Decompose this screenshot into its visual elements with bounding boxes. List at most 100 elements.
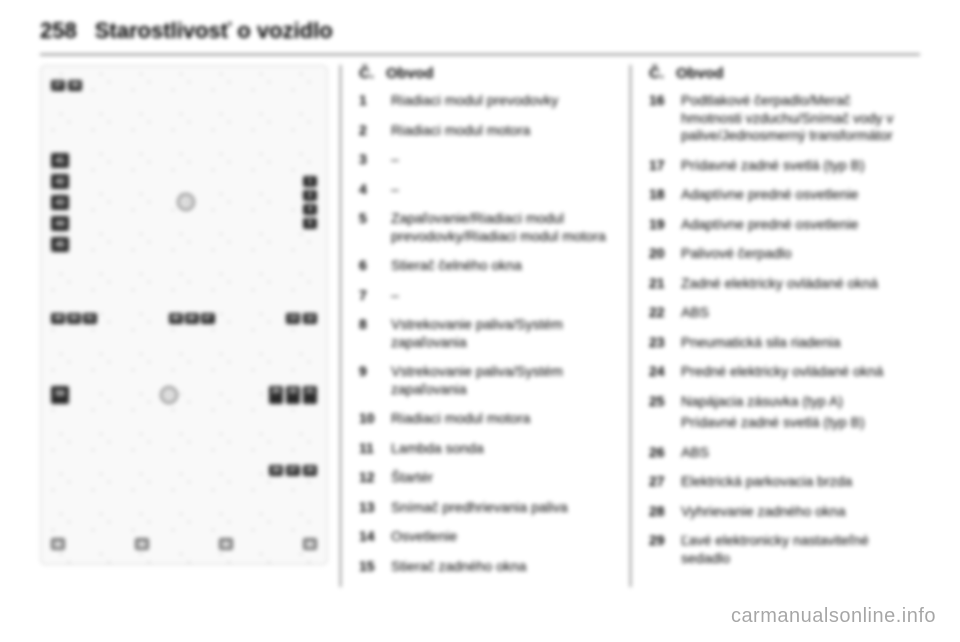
- circuit-number: 21: [649, 275, 671, 293]
- page-number: 258: [40, 18, 77, 44]
- circuit-label: Zapaľovanie/Riadiaci modul prevodovky/Ri…: [391, 210, 612, 245]
- circuit-item: 6 Stierač čelného okna: [359, 257, 612, 275]
- circuit-item: 18 Adaptívne predné osvetlenie: [649, 186, 902, 204]
- circuit-number: 15: [359, 558, 381, 576]
- pcb-pattern: [41, 66, 327, 564]
- circuit-label: Snímač predhrievania paliva: [391, 499, 612, 517]
- circuit-number: 24: [649, 363, 671, 381]
- circuit-item: 14 Osvetlenie: [359, 528, 612, 546]
- circuit-item: 1 Riadiaci modul prevodovky: [359, 92, 612, 110]
- circuit-number: 3: [359, 151, 381, 169]
- circuit-item: 27 Elektrická parkovacia brzda: [649, 473, 902, 491]
- circuit-label: Podtlakové čerpadlo/Merač hmotnosti vzdu…: [681, 92, 902, 145]
- circuit-number: 10: [359, 410, 381, 428]
- circuit-number: 11: [359, 440, 381, 458]
- circuit-label: –: [391, 151, 612, 169]
- circuit-item: 28Vyhrievanie zadného okna: [649, 503, 902, 521]
- fusebox-diagram: 37 36 41 42 43 44 45 1 2 4: [40, 65, 328, 565]
- circuit-number: 1: [359, 92, 381, 110]
- circuit-number: 4: [359, 181, 381, 199]
- circuit-item: 29 Ľavé elektronicky nastaviteľné sedadlo: [649, 532, 902, 567]
- circuit-number: 29: [649, 532, 671, 567]
- circuit-number: 23: [649, 334, 671, 352]
- circuit-item: 10 Riadiaci modul motora: [359, 410, 612, 428]
- circuit-sublabel: Prídavné zadné svetlá (typ B): [681, 414, 902, 432]
- page: 258 Starostlivosť o vozidlo 37 36 41 42 …: [0, 0, 960, 597]
- circuit-item: 8Vstrekovanie paliva/Systém zapaľovania: [359, 316, 612, 351]
- circuit-label: Predné elektricky ovládané okná: [681, 363, 902, 381]
- circuit-item: 7–: [359, 287, 612, 305]
- circuit-number: 26: [649, 444, 671, 462]
- circuit-number: 7: [359, 287, 381, 305]
- circuit-item: 3–: [359, 151, 612, 169]
- circuit-item: 26 ABS: [649, 444, 902, 462]
- circuit-label: Lambda sonda: [391, 440, 612, 458]
- circuit-item: 17 Prídavné zadné svetlá (typ B): [649, 157, 902, 175]
- circuit-number: 12: [359, 469, 381, 487]
- circuit-number: 14: [359, 528, 381, 546]
- circuit-label: –: [391, 287, 612, 305]
- circuit-label: ABS: [681, 444, 902, 462]
- circuit-item: 2 Riadiaci modul motora: [359, 122, 612, 140]
- circuit-item: 19 Adaptívne predné osvetlenie: [649, 216, 902, 234]
- circuit-label: Vstrekovanie paliva/Systém zapaľovania: [391, 316, 612, 351]
- circuit-number: 17: [649, 157, 671, 175]
- column-header: Č. Obvod: [649, 65, 902, 82]
- circuit-number: 16: [649, 92, 671, 145]
- circuit-label: Riadiaci modul motora: [391, 122, 612, 140]
- column-header: Č. Obvod: [359, 65, 612, 82]
- circuit-number: 25: [649, 393, 671, 432]
- page-header: 258 Starostlivosť o vozidlo: [40, 18, 920, 44]
- circuit-number: 9: [359, 363, 381, 398]
- circuit-label: Elektrická parkovacia brzda: [681, 473, 902, 491]
- circuit-item: 11 Lambda sonda: [359, 440, 612, 458]
- circuit-label: Ľavé elektronicky nastaviteľné sedadlo: [681, 532, 902, 567]
- circuit-label: –: [391, 181, 612, 199]
- circuit-item: 9Vstrekovanie paliva/Systém zapaľovania: [359, 363, 612, 398]
- circuit-label: Palivové čerpadlo: [681, 245, 902, 263]
- circuit-item: 4–: [359, 181, 612, 199]
- circuit-label: Štartér: [391, 469, 612, 487]
- watermark: carmanualsonline.info: [731, 605, 936, 628]
- circuit-label: Napájacia zásuvka (typ A)Prídavné zadné …: [681, 393, 902, 432]
- circuit-label: ABS: [681, 304, 902, 322]
- col-head-num: Č.: [359, 65, 374, 82]
- circuit-list-col-1: Č. Obvod 1 Riadiaci modul prevodovky 2 Riad…: [340, 65, 630, 587]
- circuit-number: 13: [359, 499, 381, 517]
- circuit-label: Adaptívne predné osvetlenie: [681, 186, 902, 204]
- circuit-item: 15 Stierač zadného okna: [359, 558, 612, 576]
- circuit-label: Riadiaci modul motora: [391, 410, 612, 428]
- circuit-item: 13 Snímač predhrievania paliva: [359, 499, 612, 517]
- circuit-item: 23 Pneumatická sila riadenia: [649, 334, 902, 352]
- col-head-label: Obvod: [386, 65, 434, 82]
- circuit-number: 5: [359, 210, 381, 245]
- fusebox-column: 37 36 41 42 43 44 45 1 2 4: [40, 65, 340, 587]
- col-head-num: Č.: [649, 65, 664, 82]
- circuit-number: 2: [359, 122, 381, 140]
- circuit-label: Stierač čelného okna: [391, 257, 612, 275]
- circuit-item: 24 Predné elektricky ovládané okná: [649, 363, 902, 381]
- circuit-label: Riadiaci modul prevodovky: [391, 92, 612, 110]
- circuit-label: Prídavné zadné svetlá (typ B): [681, 157, 902, 175]
- circuit-list-col-2: Č. Obvod 16Podtlakové čerpadlo/Merač hmo…: [630, 65, 920, 587]
- circuit-label: Stierač zadného okna: [391, 558, 612, 576]
- header-rule: [40, 54, 920, 55]
- circuit-item: 22 ABS: [649, 304, 902, 322]
- circuit-label: Zadné elektricky ovládané okná: [681, 275, 902, 293]
- circuit-label: Pneumatická sila riadenia: [681, 334, 902, 352]
- circuit-item: 20 Palivové čerpadlo: [649, 245, 902, 263]
- circuit-item: 21 Zadné elektricky ovládané okná: [649, 275, 902, 293]
- circuit-label: Osvetlenie: [391, 528, 612, 546]
- section-title: Starostlivosť o vozidlo: [95, 18, 333, 44]
- circuit-number: 19: [649, 216, 671, 234]
- circuit-number: 22: [649, 304, 671, 322]
- circuit-item: 12 Štartér: [359, 469, 612, 487]
- circuit-item: 5 Zapaľovanie/Riadiaci modul prevodovky/R…: [359, 210, 612, 245]
- circuit-number: 20: [649, 245, 671, 263]
- circuit-label: Adaptívne predné osvetlenie: [681, 216, 902, 234]
- circuit-number: 18: [649, 186, 671, 204]
- circuit-label: Vyhrievanie zadného okna: [681, 503, 902, 521]
- circuit-number: 27: [649, 473, 671, 491]
- circuit-number: 6: [359, 257, 381, 275]
- circuit-item: 16Podtlakové čerpadlo/Merač hmotnosti vz…: [649, 92, 902, 145]
